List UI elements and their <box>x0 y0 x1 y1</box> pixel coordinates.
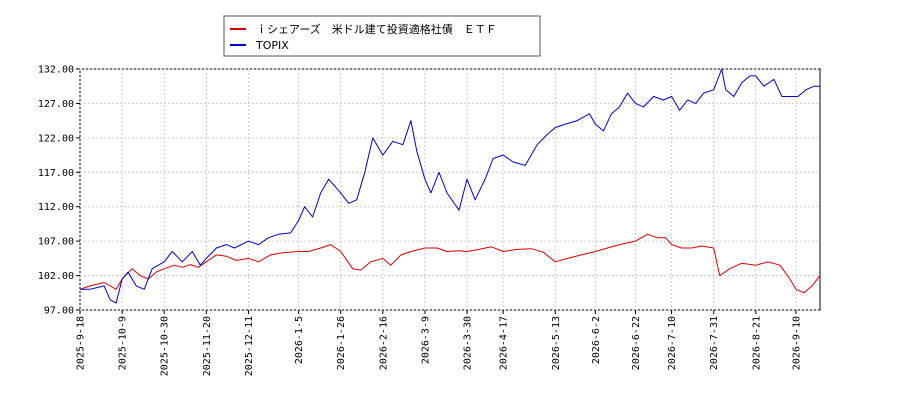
x-tick-label: 2026-6-2 <box>591 316 602 364</box>
legend-label-topix: TOPIX <box>255 39 289 52</box>
y-tick-label: 122.00 <box>38 133 74 144</box>
x-axis-ticks: 2025-9-18 2025-10-9 2025-10-30 2025-11-20 20… <box>76 310 802 376</box>
x-tick-label: 2026-3-9 <box>420 316 431 364</box>
y-axis-ticks: 97.00 102.00 107.00 112.00 117.00 122.00 127.0… <box>38 65 80 317</box>
legend-label-etf: ｉシェアーズ 米ドル建て投資適格社債 ＥＴＦ <box>256 22 497 36</box>
series-line-etf <box>79 233 821 294</box>
x-tick-label: 2026-5-13 <box>551 316 562 370</box>
series-line-topix <box>80 68 820 304</box>
x-tick-label: 2025-10-30 <box>160 316 171 376</box>
x-tick-label: 2026-4-17 <box>499 316 510 370</box>
grid <box>79 68 820 311</box>
x-tick-label: 2026-6-22 <box>631 316 642 370</box>
y-tick-label: 102.00 <box>38 271 74 282</box>
x-tick-label: 2026-2-16 <box>378 316 389 370</box>
x-tick-label: 2026-3-30 <box>463 316 474 370</box>
y-tick-label: 97.00 <box>44 306 74 317</box>
x-tick-label: 2025-10-9 <box>118 316 129 370</box>
y-tick-label: 132.00 <box>38 65 74 76</box>
x-tick-label: 2025-9-18 <box>76 316 87 370</box>
x-tick-label: 2025-12-11 <box>244 316 255 376</box>
legend-box <box>223 15 541 57</box>
plot-area <box>79 68 821 311</box>
x-tick-label: 2026-1-5 <box>294 316 305 364</box>
series-layer <box>79 68 821 304</box>
x-tick-label: 2026-7-10 <box>667 316 678 370</box>
x-tick-label: 2026-1-26 <box>336 316 347 370</box>
x-tick-label: 2026-7-31 <box>709 316 720 370</box>
x-tick-label: 2026-9-10 <box>791 316 802 370</box>
legend: ｉシェアーズ 米ドル建て投資適格社債 ＥＴＦ TOPIX <box>223 15 541 57</box>
x-tick-label: 2025-11-20 <box>202 316 213 376</box>
y-tick-label: 127.00 <box>38 99 74 110</box>
y-tick-label: 117.00 <box>38 168 74 179</box>
x-tick-label: 2026-8-21 <box>751 316 762 370</box>
y-tick-label: 107.00 <box>38 237 74 248</box>
y-tick-label: 112.00 <box>38 202 74 213</box>
